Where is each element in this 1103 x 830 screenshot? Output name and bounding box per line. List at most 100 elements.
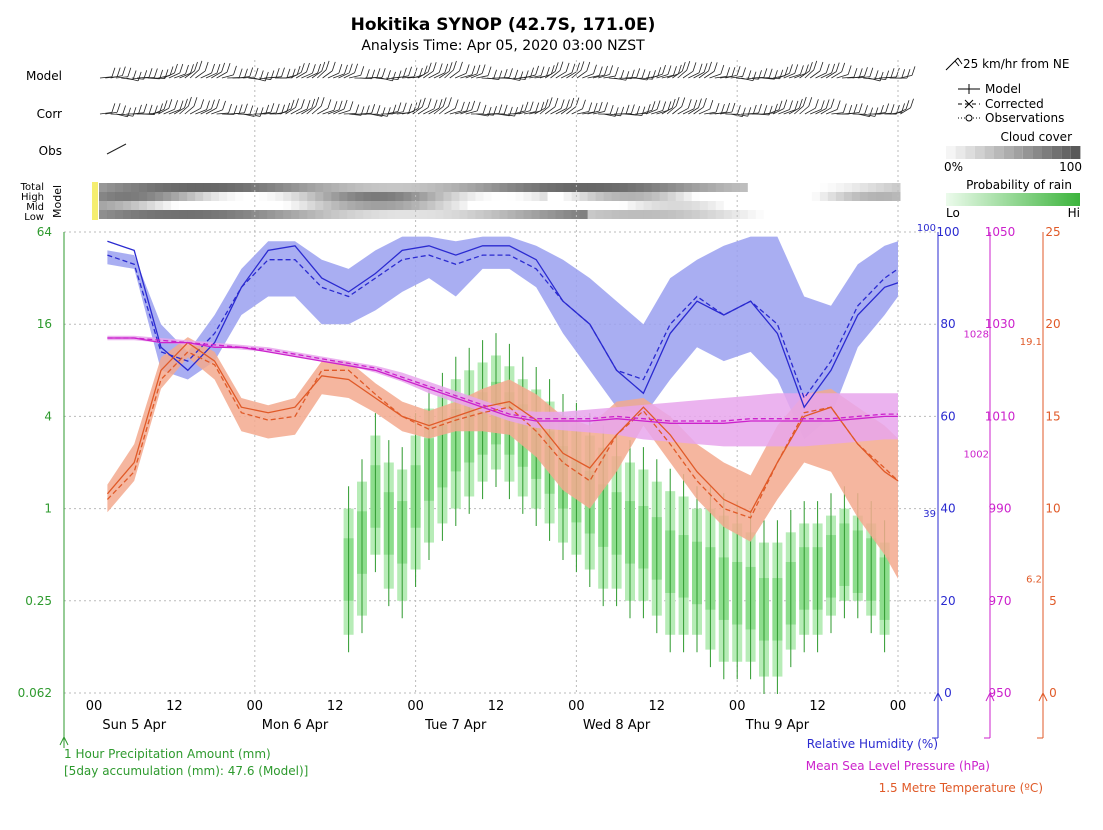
cloud-cell	[147, 210, 156, 219]
wind-barb-feather-icon	[737, 105, 741, 115]
wind-barb-feather-icon	[476, 101, 481, 111]
wind-barb-feather-icon	[864, 67, 868, 77]
cloud-cell	[547, 201, 557, 210]
wind-barb-feather-icon	[281, 67, 285, 77]
wind-barb-icon	[666, 105, 677, 115]
wind-barb-feather-icon	[620, 106, 625, 116]
cloud-cell	[851, 210, 861, 219]
wind-barb-icon	[852, 75, 865, 79]
wind-barb-feather-icon	[742, 67, 746, 77]
cloud-cell	[507, 201, 517, 210]
cloud-cell	[619, 201, 629, 210]
wind-barb-icon	[147, 112, 160, 115]
wind-barb-icon	[444, 108, 456, 115]
cloud-cell	[747, 210, 757, 219]
legend-corrected: Corrected	[985, 97, 1044, 111]
cloud-cell	[275, 201, 284, 210]
cloud-cell	[699, 192, 709, 201]
wind-barb-icon	[189, 107, 201, 115]
wind-barb-feather-icon	[800, 65, 804, 75]
wind-barb-feather-icon	[327, 99, 332, 109]
cloud-cell	[139, 192, 148, 201]
wind-barb-icon	[513, 77, 526, 80]
cloud-cell	[395, 183, 404, 192]
wind-barb-icon	[640, 77, 653, 80]
cloud-cell	[795, 192, 805, 201]
wind-barb-icon	[783, 72, 795, 79]
wind-barb-icon	[889, 111, 902, 115]
cloud-cell	[563, 183, 573, 192]
temperature-tick-label: 10	[1045, 502, 1060, 516]
wind-barb-feather-icon	[503, 69, 508, 79]
cloud-cell	[835, 183, 845, 192]
cloud-cell	[131, 201, 140, 210]
wind-barb-icon	[725, 74, 738, 79]
cloud-cover-label: Cloud cover	[1001, 130, 1073, 144]
wind-barb-feather-icon	[465, 64, 470, 74]
wind-barb-icon	[349, 74, 361, 79]
wind-barb-feather-icon	[778, 100, 783, 110]
wind-barb-feather-icon	[580, 61, 585, 71]
cloud-cell	[115, 201, 124, 210]
wind-barb-feather-icon	[687, 99, 692, 109]
wind-barb-feather-icon	[677, 64, 682, 74]
wind-barb-icon	[200, 108, 212, 115]
wind-barb-feather-icon	[802, 96, 807, 107]
wind-barb-icon	[460, 74, 473, 79]
cloud-cell	[851, 183, 861, 192]
wind-barb-icon	[857, 76, 870, 79]
cloud-cell	[267, 183, 276, 192]
cloud-cell	[515, 192, 525, 201]
wind-barb-icon	[301, 72, 313, 79]
wind-barb-icon	[640, 109, 653, 115]
cloud-cell	[587, 210, 597, 219]
wind-barb-feather-icon	[448, 62, 453, 72]
cloud-cell	[699, 201, 709, 210]
wind-barb-icon	[375, 113, 388, 117]
wind-barb-icon	[243, 113, 255, 118]
cloud-cell	[651, 210, 661, 219]
wind-barb-feather-icon	[825, 63, 830, 73]
cloud-cell	[347, 210, 356, 219]
wind-barb-icon	[513, 110, 526, 115]
cloud-cell	[507, 192, 517, 201]
wind-barb-feather-icon	[137, 71, 142, 81]
wind-barb-icon	[550, 108, 562, 115]
wind-barb-icon	[465, 110, 478, 115]
wind-barb-feather-icon	[651, 101, 656, 111]
wind-barb-feather-icon	[423, 65, 428, 75]
wind-barb-icon	[211, 71, 222, 79]
cloud-cell	[387, 210, 396, 219]
cloud-cell	[171, 210, 180, 219]
cloud-cell	[315, 201, 324, 210]
wind-barb-feather-icon	[503, 104, 508, 115]
cloud-cell	[235, 192, 244, 201]
cloud-cell	[251, 201, 260, 210]
humidity-band	[107, 236, 898, 440]
wind-barb-icon	[131, 112, 144, 115]
wind-barb-feather-icon	[784, 66, 789, 76]
wind-barb-icon	[189, 69, 200, 79]
cloud-cell	[843, 183, 853, 192]
cloud-cell	[571, 192, 581, 201]
cloud-cell	[347, 201, 356, 210]
cloud-cell	[539, 210, 549, 219]
cloud-cell	[251, 183, 260, 192]
cloud-cell	[715, 192, 725, 201]
wind-barb-feather-icon	[535, 65, 539, 76]
cloud-cell	[323, 192, 332, 201]
cloud-cell	[331, 201, 340, 210]
wind-barb-icon	[603, 75, 616, 79]
wind-barb-feather-icon	[726, 67, 731, 77]
x-tick-label: 12	[649, 699, 666, 714]
cloud-cell	[219, 183, 228, 192]
wind-barb-feather-icon	[244, 103, 248, 113]
cloud-cell	[475, 183, 484, 192]
wind-barb-icon	[714, 76, 727, 79]
cloud-cell	[219, 210, 228, 219]
wind-barb-icon	[767, 77, 780, 80]
wind-barb-feather-icon	[831, 63, 836, 73]
wind-barb-feather-icon	[311, 98, 316, 109]
wind-barb-icon	[121, 113, 134, 117]
temperature-band	[107, 337, 898, 579]
